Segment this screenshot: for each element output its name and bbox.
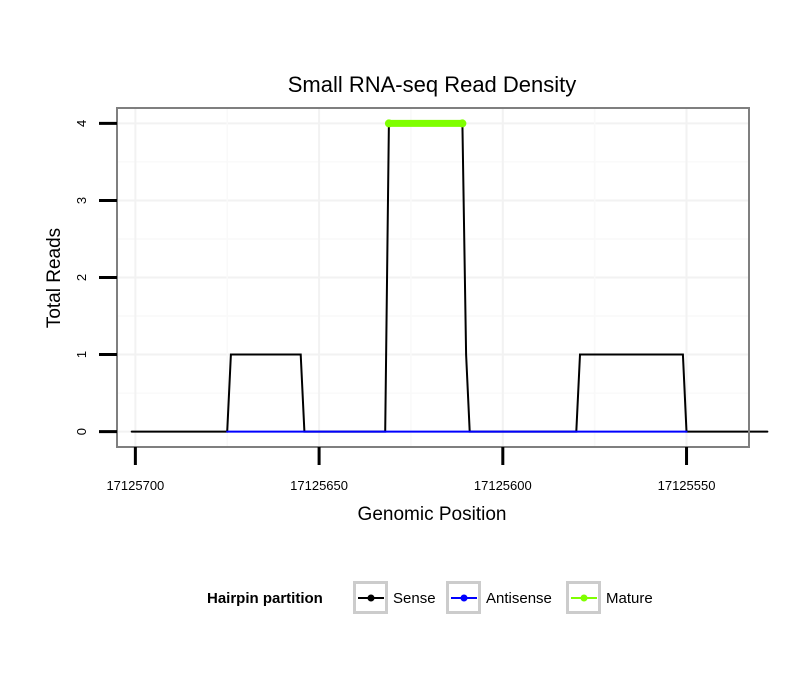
x-axis: 17125700 17125650 17125600 17125550 xyxy=(106,447,715,493)
legend-label-antisense: Antisense xyxy=(486,590,552,607)
legend-label-mature: Mature xyxy=(606,590,653,607)
y-axis: 0 1 2 3 4 xyxy=(74,120,117,435)
x-axis-label: Genomic Position xyxy=(358,504,507,525)
y-tick-label-3: 3 xyxy=(74,197,89,204)
series-layer xyxy=(130,119,769,433)
legend-key-point-antisense xyxy=(460,594,468,602)
legend-key-point-sense xyxy=(367,594,375,602)
series-point-mature-0 xyxy=(384,119,393,128)
legend-title: Hairpin partition xyxy=(207,590,323,607)
legend-item-antisense: Antisense xyxy=(446,581,552,614)
legend-item-mature: Mature xyxy=(566,581,653,614)
x-tick-label-1: 17125650 xyxy=(290,478,348,493)
y-tick-label-1: 1 xyxy=(74,351,89,358)
y-tick-label-2: 2 xyxy=(74,274,89,281)
legend-item-sense: Sense xyxy=(353,581,436,614)
y-axis-label: Total Reads xyxy=(44,228,65,328)
grid xyxy=(117,108,749,447)
legend: Hairpin partition Sense Antisense Mature xyxy=(207,581,653,614)
y-tick-label-0: 0 xyxy=(74,428,89,435)
y-tick-label-4: 4 xyxy=(74,120,89,127)
legend-keys: Sense Antisense Mature xyxy=(353,581,653,614)
series-point-mature-1 xyxy=(458,119,467,128)
x-tick-label-3: 17125550 xyxy=(658,478,716,493)
x-tick-label-2: 17125600 xyxy=(474,478,532,493)
legend-key-point-mature xyxy=(580,594,588,602)
x-tick-label-0: 17125700 xyxy=(106,478,164,493)
chart-title: Small RNA-seq Read Density xyxy=(288,72,577,97)
legend-label-sense: Sense xyxy=(393,590,436,607)
